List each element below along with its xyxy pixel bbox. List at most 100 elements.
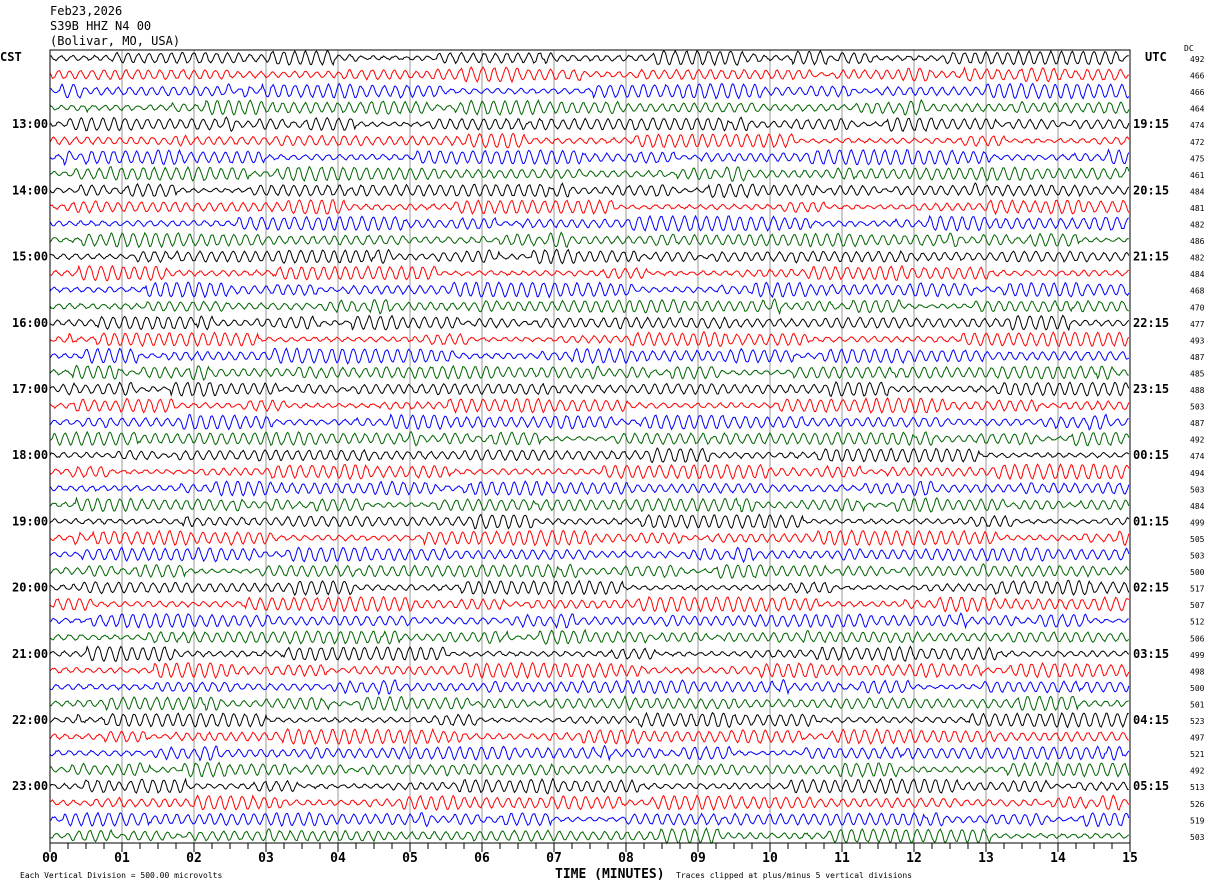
cst-hour-label: 21:00 bbox=[12, 647, 48, 661]
x-tick-label: 04 bbox=[330, 851, 346, 866]
seismic-trace bbox=[49, 248, 1130, 265]
location-label: (Bolivar, MO, USA) bbox=[50, 34, 181, 48]
seismic-trace bbox=[49, 82, 1130, 100]
seismic-trace bbox=[49, 264, 1130, 282]
seismic-trace bbox=[49, 66, 1130, 84]
seismic-trace bbox=[49, 396, 1130, 414]
cst-hour-label: 18:00 bbox=[12, 448, 48, 462]
utc-hour-label: 21:15 bbox=[1133, 250, 1169, 264]
dc-offset-label: 487 bbox=[1190, 419, 1205, 428]
seismic-trace bbox=[49, 231, 1129, 249]
seismic-trace bbox=[49, 199, 1130, 216]
dc-offset-label: 477 bbox=[1190, 320, 1205, 329]
x-tick-label: 14 bbox=[1050, 851, 1066, 866]
cst-hour-label: 17:00 bbox=[12, 382, 48, 396]
utc-hour-label: 20:15 bbox=[1133, 183, 1169, 197]
utc-hour-label: 03:15 bbox=[1133, 647, 1169, 661]
dc-offset-label: 484 bbox=[1190, 502, 1205, 511]
left-timezone-label: CST bbox=[0, 50, 22, 64]
seismic-trace bbox=[49, 298, 1130, 316]
utc-hour-label: 02:15 bbox=[1133, 581, 1169, 595]
seismic-trace bbox=[49, 447, 1130, 464]
seismic-trace bbox=[49, 811, 1130, 828]
seismic-trace bbox=[49, 480, 1130, 497]
scale-note: Each Vertical Division = 500.00 microvol… bbox=[20, 871, 222, 880]
seismic-trace bbox=[49, 761, 1130, 778]
station-label: S39B HHZ N4 00 bbox=[50, 19, 152, 33]
dc-offset-label: 492 bbox=[1190, 767, 1205, 776]
seismic-trace bbox=[49, 661, 1130, 680]
seismic-trace bbox=[49, 744, 1130, 762]
x-tick-label: 02 bbox=[186, 851, 202, 866]
dc-offset-label: 492 bbox=[1190, 436, 1205, 445]
seismic-trace bbox=[49, 380, 1130, 398]
seismic-trace bbox=[49, 430, 1130, 447]
dc-offset-label: 500 bbox=[1190, 568, 1205, 577]
x-tick-label: 07 bbox=[546, 851, 562, 866]
dc-offset-label: 488 bbox=[1190, 386, 1205, 395]
seismic-trace bbox=[49, 678, 1130, 696]
dc-offset-label: 486 bbox=[1190, 237, 1205, 246]
cst-hour-label: 23:00 bbox=[12, 779, 48, 793]
dc-offset-label: 499 bbox=[1190, 651, 1205, 660]
dc-offset-label: 472 bbox=[1190, 138, 1205, 147]
seismic-trace bbox=[49, 165, 1130, 182]
cst-hour-label: 20:00 bbox=[12, 581, 48, 595]
seismic-trace bbox=[49, 827, 1130, 845]
seismic-trace bbox=[49, 496, 1130, 513]
utc-hour-label: 23:15 bbox=[1133, 382, 1169, 396]
dc-offset-label: 503 bbox=[1190, 403, 1205, 412]
utc-hour-label: 22:15 bbox=[1133, 316, 1169, 330]
seismic-trace bbox=[49, 695, 1129, 712]
x-tick-label: 15 bbox=[1122, 851, 1138, 866]
right-timezone-label: UTC bbox=[1145, 50, 1167, 64]
cst-hour-label: 14:00 bbox=[12, 183, 48, 197]
x-tick-label: 00 bbox=[42, 851, 58, 866]
utc-hour-label: 19:15 bbox=[1133, 117, 1169, 131]
dc-offset-label: 505 bbox=[1190, 535, 1205, 544]
dc-offset-label: 470 bbox=[1190, 303, 1205, 312]
dc-offset-label: 494 bbox=[1190, 469, 1205, 478]
seismic-trace bbox=[49, 579, 1130, 597]
cst-hour-label: 19:00 bbox=[12, 514, 48, 528]
seismic-trace bbox=[49, 612, 1129, 630]
seismic-trace bbox=[49, 794, 1130, 812]
seismic-trace bbox=[49, 529, 1130, 547]
dc-offset-label: 492 bbox=[1190, 55, 1205, 64]
dc-offset-label: 523 bbox=[1190, 717, 1205, 726]
dc-offset-label: 503 bbox=[1190, 833, 1205, 842]
dc-offset-label: 461 bbox=[1190, 171, 1205, 180]
seismic-trace bbox=[49, 148, 1130, 166]
seismic-trace bbox=[49, 330, 1130, 348]
seismic-trace bbox=[49, 711, 1129, 729]
dc-offset-label: 526 bbox=[1190, 800, 1205, 809]
utc-hour-label: 04:15 bbox=[1133, 713, 1169, 727]
x-axis-title: TIME (MINUTES) bbox=[555, 867, 665, 882]
cst-hour-label: 16:00 bbox=[12, 316, 48, 330]
dc-offset-label: 484 bbox=[1190, 270, 1205, 279]
date-label: Feb23,2026 bbox=[50, 4, 123, 18]
dc-offset-label: 521 bbox=[1190, 750, 1205, 759]
seismic-trace bbox=[49, 563, 1130, 580]
dc-offset-label: 507 bbox=[1190, 601, 1205, 610]
dc-offset-label: 517 bbox=[1190, 585, 1205, 594]
seismic-trace bbox=[49, 214, 1130, 232]
seismic-trace bbox=[49, 628, 1130, 645]
dc-offset-label: 468 bbox=[1190, 287, 1205, 296]
seismic-trace bbox=[49, 49, 1129, 67]
dc-header-label: DC bbox=[1184, 44, 1194, 53]
x-tick-label: 10 bbox=[762, 851, 778, 866]
dc-offset-label: 500 bbox=[1190, 684, 1205, 693]
cst-hour-label: 13:00 bbox=[12, 117, 48, 131]
utc-hour-label: 00:15 bbox=[1133, 448, 1169, 462]
dc-offset-label: 466 bbox=[1190, 72, 1205, 81]
seismic-trace bbox=[49, 513, 1130, 530]
plot-frame bbox=[49, 49, 1131, 844]
utc-hour-label: 05:15 bbox=[1133, 779, 1169, 793]
dc-offset-label: 484 bbox=[1190, 187, 1205, 196]
dc-offset-label: 501 bbox=[1190, 701, 1205, 710]
x-tick-label: 01 bbox=[114, 851, 130, 866]
x-tick-label: 09 bbox=[690, 851, 706, 866]
seismic-trace bbox=[49, 777, 1129, 795]
